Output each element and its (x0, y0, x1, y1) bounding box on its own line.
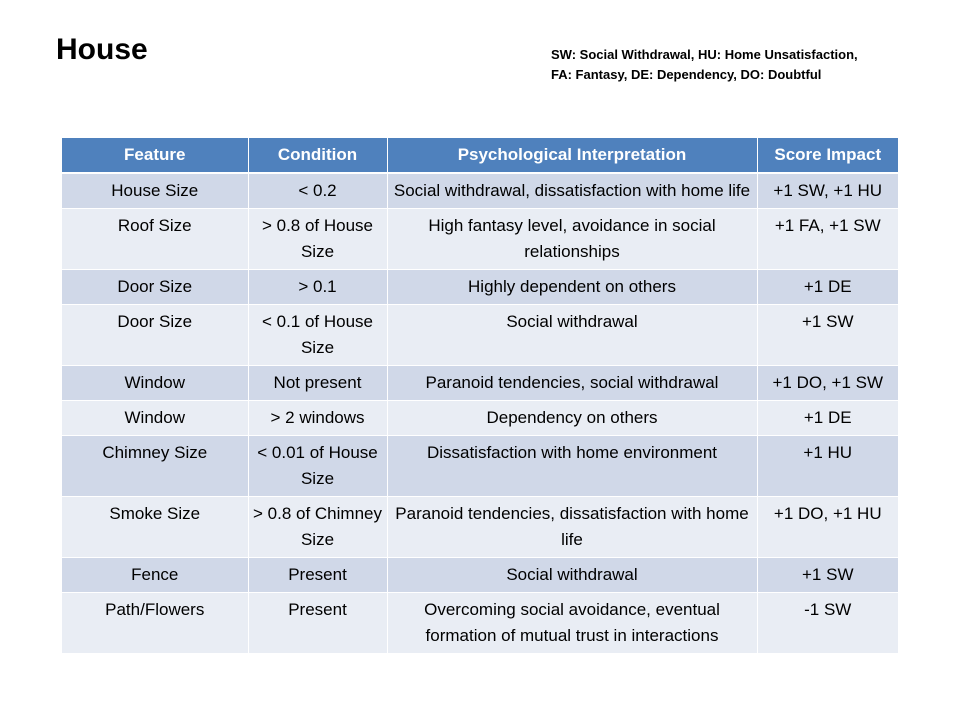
cell-feature: Roof Size (62, 208, 249, 270)
table-header-row: Feature Condition Psychological Interpre… (62, 138, 898, 174)
cell-feature: Path/Flowers (62, 592, 249, 654)
header-score-impact: Score Impact (757, 138, 898, 174)
table-row: Door Size < 0.1 of House Size Social wit… (62, 304, 898, 366)
cell-condition: < 0.01 of House Size (248, 435, 388, 497)
cell-condition: Present (248, 557, 388, 593)
cell-feature: House Size (62, 173, 249, 209)
cell-score: +1 HU (757, 435, 898, 497)
cell-condition: < 0.1 of House Size (248, 304, 388, 366)
cell-condition: < 0.2 (248, 173, 388, 209)
legend-line-2: FA: Fantasy, DE: Dependency, DO: Doubtfu… (551, 67, 822, 82)
table-row: Smoke Size > 0.8 of Chimney Size Paranoi… (62, 496, 898, 558)
table-row: Window Not present Paranoid tendencies, … (62, 365, 898, 401)
cell-score: -1 SW (757, 592, 898, 654)
cell-score: +1 FA, +1 SW (757, 208, 898, 270)
cell-feature: Door Size (62, 304, 249, 366)
cell-interpretation: Social withdrawal (387, 557, 758, 593)
cell-feature: Window (62, 365, 249, 401)
header-feature: Feature (62, 138, 249, 174)
cell-interpretation: Highly dependent on others (387, 269, 758, 305)
slide-title: House (56, 33, 148, 66)
cell-condition: > 0.1 (248, 269, 388, 305)
cell-condition: > 0.8 of House Size (248, 208, 388, 270)
table-row: House Size < 0.2 Social withdrawal, diss… (62, 173, 898, 209)
cell-interpretation: Social withdrawal (387, 304, 758, 366)
cell-condition: Present (248, 592, 388, 654)
cell-condition: > 2 windows (248, 400, 388, 436)
table-row: Window > 2 windows Dependency on others … (62, 400, 898, 436)
cell-interpretation: Overcoming social avoidance, eventual fo… (387, 592, 758, 654)
header-interpretation: Psychological Interpretation (387, 138, 758, 174)
header-condition: Condition (248, 138, 388, 174)
cell-score: +1 SW (757, 304, 898, 366)
cell-feature: Door Size (62, 269, 249, 305)
house-features-table: Feature Condition Psychological Interpre… (62, 138, 898, 654)
cell-score: +1 SW (757, 557, 898, 593)
cell-interpretation: High fantasy level, avoidance in social … (387, 208, 758, 270)
cell-interpretation: Dependency on others (387, 400, 758, 436)
abbreviation-legend: SW: Social Withdrawal, HU: Home Unsatisf… (551, 45, 858, 85)
cell-feature: Chimney Size (62, 435, 249, 497)
cell-feature: Window (62, 400, 249, 436)
cell-interpretation: Paranoid tendencies, dissatisfaction wit… (387, 496, 758, 558)
cell-feature: Smoke Size (62, 496, 249, 558)
cell-condition: Not present (248, 365, 388, 401)
cell-score: +1 SW, +1 HU (757, 173, 898, 209)
cell-feature: Fence (62, 557, 249, 593)
table-row: Path/Flowers Present Overcoming social a… (62, 592, 898, 654)
cell-interpretation: Paranoid tendencies, social withdrawal (387, 365, 758, 401)
table-row: Door Size > 0.1 Highly dependent on othe… (62, 269, 898, 305)
cell-score: +1 DE (757, 400, 898, 436)
cell-score: +1 DO, +1 HU (757, 496, 898, 558)
cell-interpretation: Dissatisfaction with home environment (387, 435, 758, 497)
cell-score: +1 DO, +1 SW (757, 365, 898, 401)
table-row: Roof Size > 0.8 of House Size High fanta… (62, 208, 898, 270)
cell-condition: > 0.8 of Chimney Size (248, 496, 388, 558)
table-row: Chimney Size < 0.01 of House Size Dissat… (62, 435, 898, 497)
cell-interpretation: Social withdrawal, dissatisfaction with … (387, 173, 758, 209)
table-row: Fence Present Social withdrawal +1 SW (62, 557, 898, 593)
legend-line-1: SW: Social Withdrawal, HU: Home Unsatisf… (551, 47, 858, 62)
cell-score: +1 DE (757, 269, 898, 305)
